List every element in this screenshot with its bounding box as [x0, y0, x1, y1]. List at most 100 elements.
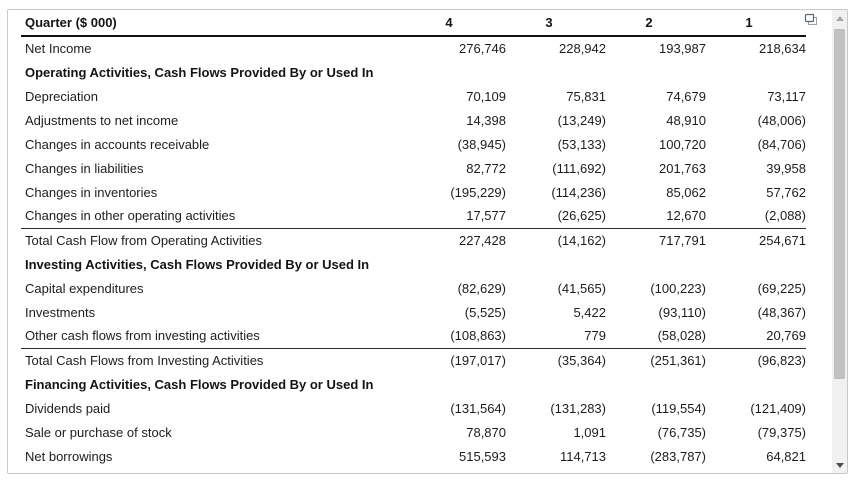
cell-value: 78,870	[466, 424, 506, 440]
cell-value: 48,910	[666, 112, 706, 128]
cell-value: (13,249)	[557, 112, 606, 128]
cell-value: (5,525)	[464, 304, 506, 320]
scrollbar-down-button[interactable]	[832, 457, 847, 473]
cell-value: 39,958	[766, 160, 806, 176]
cell-value: (131,283)	[550, 400, 606, 416]
cell-value: 74,679	[666, 88, 706, 104]
cell-value: 5,422	[573, 304, 606, 320]
cell-value: 515,593	[459, 448, 506, 464]
row-label: Capital expenditures	[25, 280, 144, 296]
total-row: Total Cash Flows from Investing Activiti…	[21, 347, 806, 372]
scrollbar-thumb[interactable]	[834, 29, 845, 379]
cell-value: (14,162)	[506, 227, 606, 252]
cell-value: 73,117	[767, 88, 806, 104]
row-label: Net Income	[25, 41, 92, 56]
cell-value: 12,670	[666, 208, 706, 224]
cell-value: (84,706)	[757, 136, 806, 152]
cell-value: 254,671	[706, 227, 806, 252]
cell-value: (131,564)	[450, 400, 506, 416]
cell-value: 70,109	[466, 88, 506, 104]
cell-value: (111,692)	[552, 160, 606, 176]
data-row: Net Income 276,746 228,942 193,987 218,634	[21, 36, 806, 60]
cell-value: 20,769	[766, 328, 806, 344]
data-row: Sale or purchase of stock 78,870 1,091 (76,…	[21, 420, 806, 444]
cell-value: 114,713	[559, 448, 606, 464]
data-row: Capital expenditures (82,629) (41,565) (100…	[21, 276, 806, 300]
row-label: Depreciation	[25, 88, 98, 104]
cell-value: 276,746	[459, 41, 506, 56]
cell-value: (79,375)	[757, 424, 806, 440]
data-row: Depreciation 70,109 75,831 74,679 73,117	[21, 84, 806, 108]
data-row: Investments (5,525) 5,422 (93,110) (48,367)	[21, 300, 806, 324]
cell-value: (119,554)	[651, 400, 706, 416]
row-label: Operating Activities, Cash Flows Provide…	[25, 64, 374, 80]
scrollbar-up-button[interactable]	[832, 10, 847, 26]
row-label: Total Cash Flows from Investing Activiti…	[21, 347, 406, 372]
section-header-row: Operating Activities, Cash Flows Provide…	[21, 60, 806, 84]
cell-value: 17,577	[466, 208, 506, 224]
row-label: Changes in inventories	[25, 184, 158, 200]
row-label: Net borrowings	[25, 448, 113, 464]
cell-value: 201,763	[659, 160, 706, 176]
cell-value: (76,735)	[657, 424, 706, 440]
column-header-quarter: Quarter ($ 000)	[21, 10, 406, 37]
row-label: Investing Activities, Cash Flows Provide…	[25, 256, 370, 272]
vertical-scrollbar[interactable]	[832, 10, 847, 473]
triangle-down-icon	[835, 462, 844, 468]
data-row: Changes in accounts receivable (38,945) (5…	[21, 132, 806, 156]
cell-value: (251,361)	[606, 347, 706, 372]
column-header-q1: 1	[706, 10, 806, 37]
section-header-row: Financing Activities, Cash Flows Provide…	[21, 372, 806, 396]
section-header-row: Investing Activities, Cash Flows Provide…	[21, 252, 806, 276]
cash-flow-table: Quarter ($ 000) 4 3 2 1 Net Income 276,74…	[21, 10, 806, 468]
row-label: Dividends paid	[25, 400, 111, 416]
cell-value: 75,831	[566, 88, 606, 104]
cell-value: (41,565)	[557, 280, 606, 296]
data-row: Other cash flows from investing activiti…	[21, 324, 806, 348]
table-header-row: Quarter ($ 000) 4 3 2 1	[21, 10, 806, 37]
cell-value: 64,821	[766, 448, 806, 464]
triangle-up-icon	[835, 15, 844, 21]
row-label: Adjustments to net income	[25, 112, 179, 128]
column-header-q3: 3	[506, 10, 606, 37]
row-label: Changes in other operating activities	[25, 208, 236, 224]
cell-value: (58,028)	[657, 328, 706, 344]
cash-flow-statement-panel: Quarter ($ 000) 4 3 2 1 Net Income 276,74…	[7, 9, 848, 474]
cell-value: 227,428	[406, 227, 506, 252]
cell-value: (197,017)	[406, 347, 506, 372]
data-row: Dividends paid (131,564) (131,283) (119,554…	[21, 396, 806, 420]
cell-value: (69,225)	[757, 280, 806, 296]
cell-value: (93,110)	[658, 304, 706, 320]
data-row: Adjustments to net income 14,398 (13,249) 4…	[21, 108, 806, 132]
cell-value: 14,398	[466, 112, 506, 128]
cell-value: (121,409)	[750, 400, 806, 416]
cell-value: 717,791	[606, 227, 706, 252]
row-label: Changes in liabilities	[25, 160, 144, 176]
cell-value: 1,091	[573, 424, 606, 440]
popout-icon[interactable]	[804, 13, 818, 26]
cell-value: 82,772	[466, 160, 506, 176]
cell-value: (283,787)	[650, 448, 706, 464]
cell-value: 57,762	[766, 184, 806, 200]
cell-value: (53,133)	[557, 136, 606, 152]
cell-value: 218,634	[759, 41, 806, 56]
cell-value: (38,945)	[457, 136, 506, 152]
cell-value: (195,229)	[450, 184, 506, 200]
row-label: Financing Activities, Cash Flows Provide…	[25, 376, 374, 392]
row-label: Total Cash Flow from Operating Activitie…	[21, 227, 406, 252]
cell-value: (35,364)	[506, 347, 606, 372]
row-label: Changes in accounts receivable	[25, 136, 210, 152]
total-row: Total Cash Flow from Operating Activitie…	[21, 227, 806, 252]
column-header-q2: 2	[606, 10, 706, 37]
cell-value: (2,088)	[764, 208, 806, 224]
cell-value: (100,223)	[650, 280, 706, 296]
cell-value: 779	[584, 328, 606, 344]
cell-value: 100,720	[659, 136, 706, 152]
data-row: Changes in other operating activities 17,…	[21, 204, 806, 228]
cell-value: 193,987	[659, 41, 706, 56]
column-header-q4: 4	[406, 10, 506, 37]
cell-value: 228,942	[559, 41, 606, 56]
row-label: Sale or purchase of stock	[25, 424, 172, 440]
row-label: Investments	[25, 304, 96, 320]
row-label: Other cash flows from investing activiti…	[25, 328, 260, 344]
